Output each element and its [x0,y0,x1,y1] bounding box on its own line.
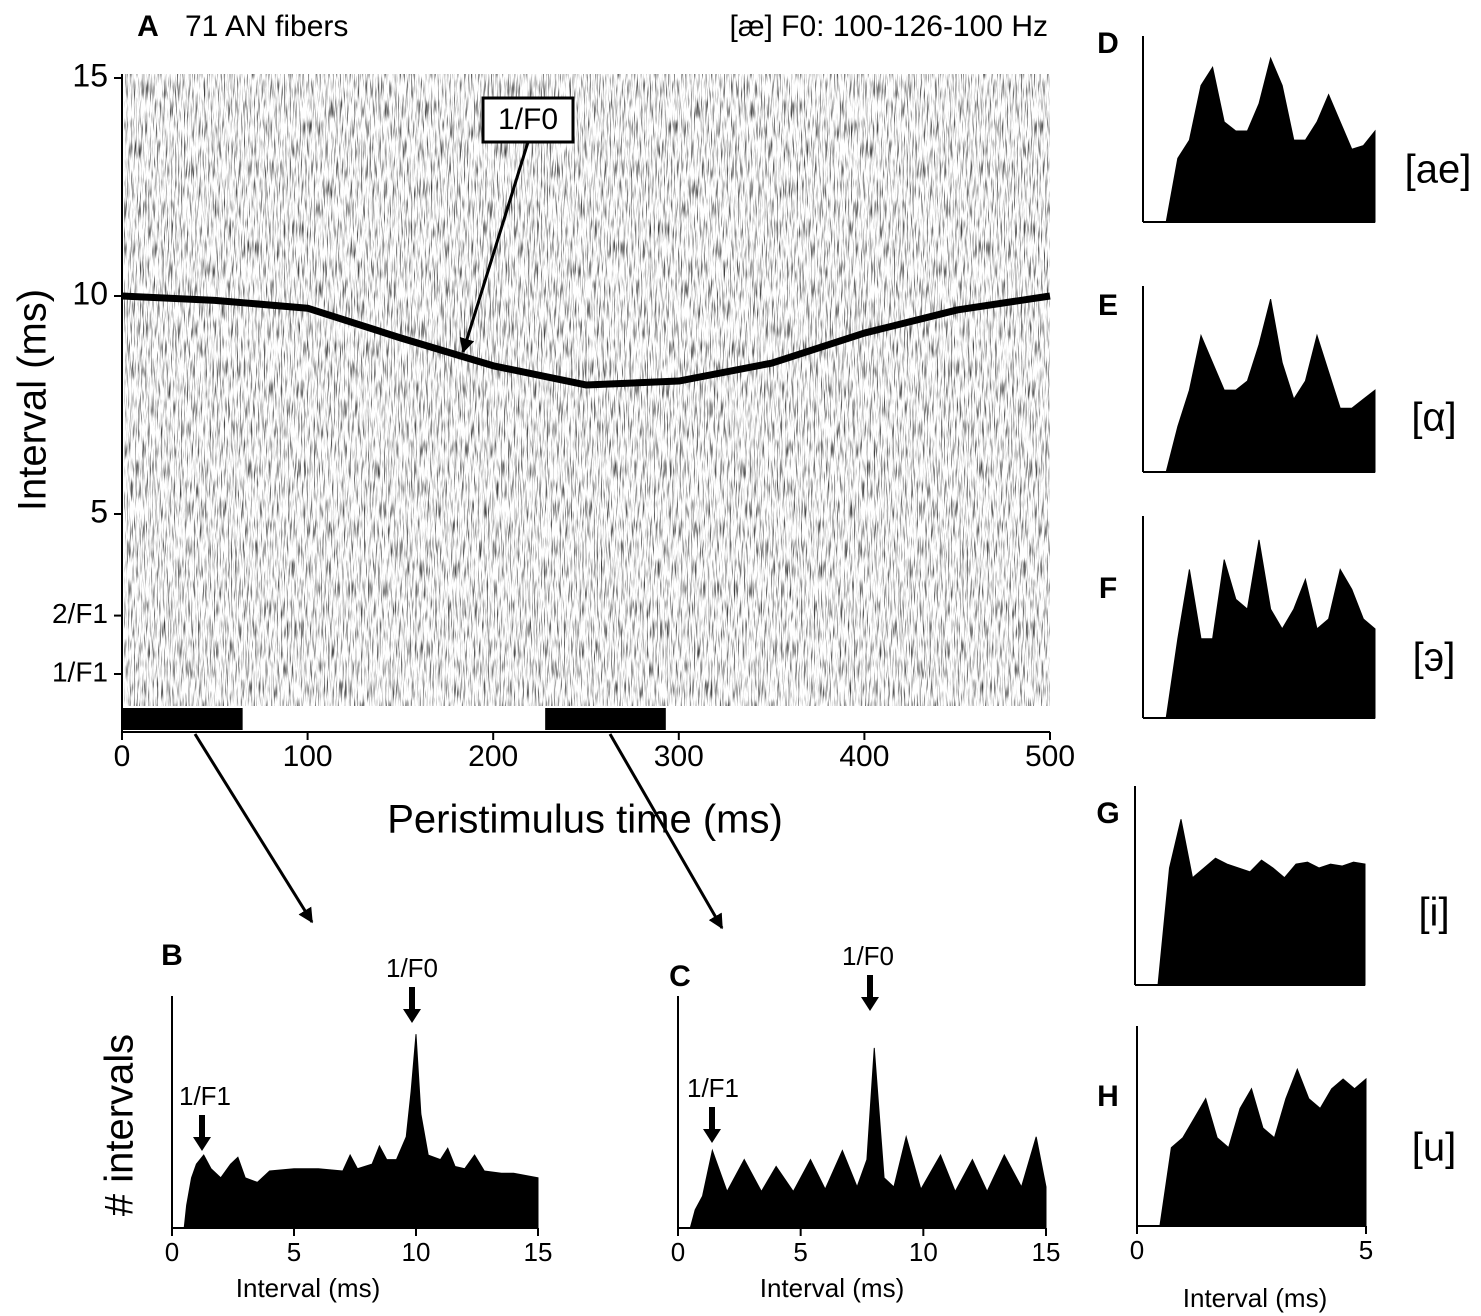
x-tick-label: 15 [1032,1237,1061,1267]
annotation-arrow [193,1115,211,1151]
annotation-arrow [459,141,530,354]
panel-letter: B [161,939,183,972]
panel-letter: G [1096,797,1119,830]
stimulus-window [122,708,243,730]
vowel-label: [i] [1418,891,1449,935]
x-tick-label: 0 [1130,1235,1144,1265]
y-tick-label: 15 [72,57,108,93]
x-tick-label: 0 [165,1237,179,1267]
x-axis-label: Interval (ms) [236,1273,380,1303]
interval-histogram [1135,819,1366,986]
stimulus-window [545,708,666,730]
interval-histogram [1143,298,1376,473]
panel-letter: A [137,10,159,43]
annotation: 1/F1 [687,1073,739,1103]
annotation-arrow [861,975,879,1011]
interval-histogram [1143,539,1376,719]
annotation-box [481,96,575,144]
annotation: 1/F1 [179,1081,231,1111]
y-tick-label: 1/F1 [52,656,108,687]
x-axis-label: Peristimulus time (ms) [387,798,783,842]
annotation: 1/F0 [386,953,438,983]
x-tick-label: 500 [1025,740,1075,773]
interval-histogram [172,1034,539,1229]
vowel-label: [u] [1412,1126,1456,1170]
interval-histogram [1143,56,1376,223]
x-tick-label: 0 [671,1237,685,1267]
chart-title: 71 AN fibers [185,10,348,43]
annotation-arrow [703,1107,721,1143]
interval-histogram [678,1047,1047,1229]
x-tick-label: 10 [402,1237,431,1267]
vowel-label: [ae] [1405,148,1472,192]
y-axis-label: # intervals [98,1034,142,1216]
panel-letter: E [1098,289,1118,322]
zoom-arrow [608,733,724,930]
annotation: 1/F0 [842,941,894,971]
x-tick-label: 5 [287,1237,301,1267]
f0-interval-curve [121,292,1051,389]
annotation-arrow [403,987,421,1023]
panel-letter: H [1097,1080,1119,1113]
x-tick-label: 400 [839,740,889,773]
y-tick-label: 2/F1 [52,598,108,629]
y-tick-label: 10 [72,275,108,311]
x-axis-label: Interval (ms) [760,1273,904,1303]
x-axis-label: Interval (ms) [1183,1283,1327,1313]
panel-letter: F [1099,572,1117,605]
x-tick-label: 200 [468,740,518,773]
x-tick-label: 300 [654,740,704,773]
x-tick-label: 10 [909,1237,938,1267]
panel-letter: D [1097,27,1119,60]
raster-texture [124,74,1050,706]
x-tick-label: 0 [114,740,131,773]
interval-histogram [1137,1067,1367,1227]
y-axis-label: Interval (ms) [11,289,55,511]
chart-subtitle: [æ] F0: 100-126-100 Hz [729,10,1048,43]
x-tick-label: 100 [283,740,333,773]
x-tick-label: 5 [1359,1235,1373,1265]
x-tick-label: 15 [524,1237,553,1267]
annotation: 1/F0 [498,103,558,136]
vowel-label: [э] [1413,636,1456,680]
zoom-arrow [193,733,314,924]
x-tick-label: 5 [793,1237,807,1267]
vowel-label: [α] [1411,396,1456,440]
y-tick-label: 5 [90,493,108,529]
panel-letter: C [669,960,691,993]
